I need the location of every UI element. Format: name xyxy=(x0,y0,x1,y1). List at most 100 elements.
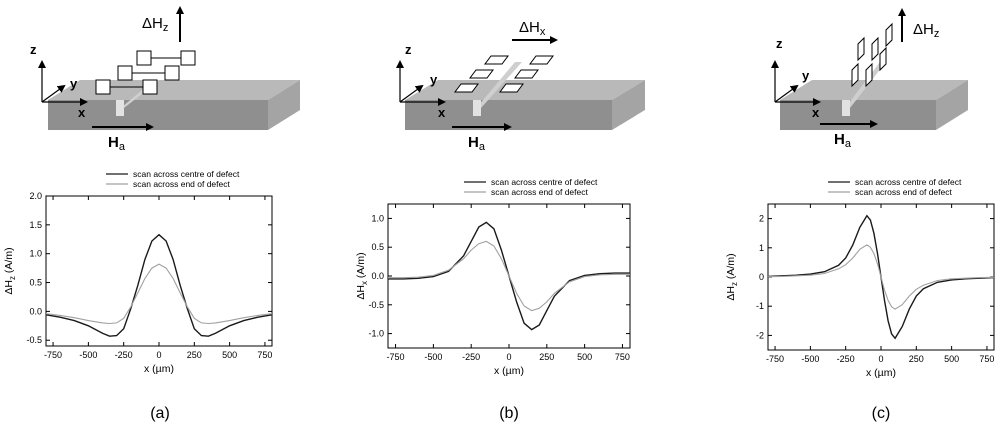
defect-slot xyxy=(473,62,522,112)
y-tick-label: 1.0 xyxy=(29,249,42,259)
x-tick-label: 250 xyxy=(187,350,202,360)
slab-side xyxy=(936,80,968,130)
x-tick-label: 750 xyxy=(615,352,630,362)
y-axis-label-unit: (A/m) xyxy=(3,247,15,276)
panel-label: (a) xyxy=(150,405,170,422)
x-axis-label: x (µm) xyxy=(494,365,524,377)
y-tick-label: 1.0 xyxy=(371,213,384,223)
x-tick-label: 500 xyxy=(222,350,237,360)
sensor xyxy=(142,79,158,95)
field-label: ΔHx xyxy=(519,19,546,38)
y-axis-label-unit: (A/m) xyxy=(725,253,737,282)
sensor xyxy=(879,46,887,72)
series-line-end xyxy=(768,244,994,310)
x-tick-label: 0 xyxy=(506,352,511,362)
x-tick-label: -750 xyxy=(766,354,784,364)
y-axis-label-sub: z xyxy=(730,282,739,286)
slab-front xyxy=(48,100,268,130)
slab-top xyxy=(780,80,968,100)
sensor xyxy=(871,36,879,62)
series-line-end xyxy=(46,263,272,325)
plot-frame xyxy=(45,195,273,347)
legend-label: scan across end of defect xyxy=(855,187,953,197)
slab-front xyxy=(405,100,612,130)
chart-c: -750 -500 -250 0 250 500 750 -2 -1 0 1 2 scan across… xyxy=(725,177,995,422)
y-tick-label: -0.5 xyxy=(368,300,384,310)
sensor xyxy=(136,50,152,66)
axis-y-arrow xyxy=(41,84,66,103)
x-tick-label: 0 xyxy=(878,354,883,364)
series-line-centre xyxy=(46,233,272,337)
y-tick-label: 1 xyxy=(759,243,764,253)
y-tick-label: 0.0 xyxy=(371,271,384,281)
y-axis-label-main: ΔH xyxy=(355,285,367,300)
sensor xyxy=(454,83,479,93)
slab-side xyxy=(268,80,300,130)
y-tick-label: 2.0 xyxy=(29,191,42,201)
x-tick-label: -500 xyxy=(79,350,97,360)
sensor xyxy=(484,55,509,65)
x-tick-label: -250 xyxy=(837,354,855,364)
y-axis-label-sub: x xyxy=(360,281,369,285)
sensor xyxy=(851,62,859,88)
y-tick-label: -2 xyxy=(756,330,764,340)
axis-z-label: z xyxy=(776,36,783,51)
field-label: ΔHz xyxy=(142,15,168,34)
x-tick-label: -500 xyxy=(801,354,819,364)
y-axis-label-unit: (A/m) xyxy=(355,252,367,281)
chart-b: -750 -500 -250 0 250 500 750 -1.0 -0.5 0.0 0.5 1.0 s… xyxy=(355,177,631,422)
y-axis-label-main: ΔH xyxy=(725,286,737,301)
axis-y-label: y xyxy=(70,76,78,91)
axis-x-label: x xyxy=(812,105,820,120)
axis-y-arrow xyxy=(399,84,424,103)
diagram-c: z y x ΔHz Ha xyxy=(771,8,968,150)
diagram-a: z y x ΔHz Ha xyxy=(30,6,300,153)
y-axis-label-sub: z xyxy=(8,276,17,280)
y-tick-label: -1 xyxy=(756,301,764,311)
sensor xyxy=(857,36,865,62)
slab-side xyxy=(612,80,645,130)
y-tick-label: -1.0 xyxy=(368,329,384,339)
sensor xyxy=(499,83,524,93)
panel-label: (b) xyxy=(499,405,519,422)
x-tick-label: -250 xyxy=(115,350,133,360)
x-axis-label: x (µm) xyxy=(866,367,896,379)
axis-x-label: x xyxy=(438,105,446,120)
chart-a: -750 -500 -250 0 250 500 750 -0.5 0.0 0.5 1.0 1.5 2.… xyxy=(3,169,273,422)
defect-slot-front xyxy=(842,100,850,116)
x-tick-label: 750 xyxy=(257,350,272,360)
y-tick-label: 0 xyxy=(759,272,764,282)
x-tick-label: 0 xyxy=(156,350,161,360)
sensor xyxy=(180,50,196,66)
x-tick-label: 750 xyxy=(979,354,994,364)
applied-field-label: Ha xyxy=(834,131,852,150)
sensor xyxy=(885,22,893,48)
sensor xyxy=(865,62,873,88)
y-axis-label-main: ΔH xyxy=(3,280,15,295)
x-axis-label: x (µm) xyxy=(144,363,174,375)
applied-field-label: Ha xyxy=(108,134,126,153)
x-tick-label: 250 xyxy=(539,352,554,362)
defect-slot-front xyxy=(116,100,124,116)
axis-x-label: x xyxy=(78,105,86,120)
y-tick-label: 2 xyxy=(759,214,764,224)
field-label: ΔHz xyxy=(913,21,939,40)
defect-slot-front xyxy=(473,100,481,116)
legend-label: scan across end of defect xyxy=(491,187,589,197)
legend-label: scan across centre of defect xyxy=(133,169,240,179)
axis-y-label: y xyxy=(430,72,438,87)
legend-label: scan across centre of defect xyxy=(855,177,962,187)
legend-label: scan across centre of defect xyxy=(491,177,598,187)
legend-label: scan across end of defect xyxy=(133,179,231,189)
axis-z-label: z xyxy=(405,42,412,57)
slab-front xyxy=(780,100,936,130)
slab-top xyxy=(48,80,300,100)
y-tick-label: 0.5 xyxy=(29,278,42,288)
sensor xyxy=(95,79,111,95)
sensor xyxy=(469,69,494,79)
sensor xyxy=(164,65,180,81)
axis-y-label: y xyxy=(802,68,810,83)
applied-field-label: Ha xyxy=(468,134,486,153)
series-line-end xyxy=(388,240,630,312)
sensor xyxy=(117,65,133,81)
